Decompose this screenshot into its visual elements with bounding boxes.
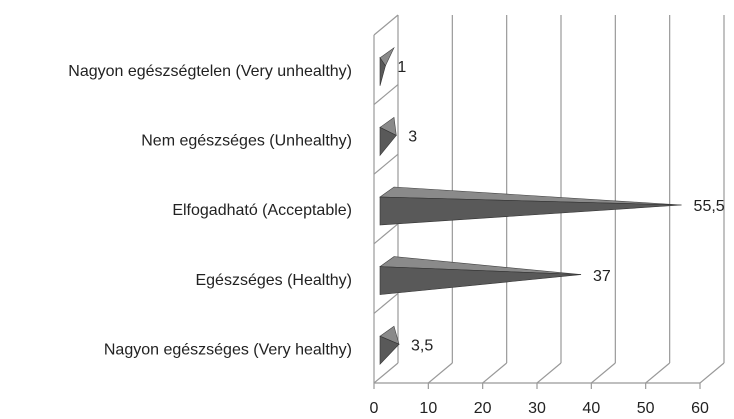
floor-line [699,362,725,384]
bar-front [379,126,397,157]
left-wall [373,14,399,36]
bar-front [379,56,386,86]
floor-line [373,362,399,384]
value-label: 3,5 [411,337,433,354]
value-label: 37 [593,268,611,285]
bar [379,186,682,226]
y-tick-label: Elfogadható (Acceptable) [172,202,352,219]
bar-front [379,335,400,365]
x-tick-label: 0 [370,400,379,417]
floor-line [482,362,508,384]
x-tick-label: 40 [582,400,600,417]
x-tick-label: 30 [528,400,546,417]
floor-line [590,362,616,384]
x-tick-label: 20 [474,400,492,417]
value-label: 3 [408,129,417,146]
value-label: 1 [397,59,406,76]
floor-line [645,362,671,384]
x-tick-label: 60 [691,400,709,417]
x-tick-label: 50 [637,400,655,417]
floor-line [536,362,562,384]
bar [379,46,395,86]
x-tick-label: 10 [419,400,437,417]
y-tick-label: Nem egészséges (Unhealthy) [141,133,352,150]
floor-line [427,362,453,384]
bar [379,116,397,157]
y-tick-label: Nagyon egészséges (Very healthy) [104,341,352,358]
category-separator [373,292,399,314]
category-separator [373,223,399,245]
category-separator [373,84,399,106]
bar [379,256,582,295]
bar-front [379,266,582,295]
category-separator [373,153,399,175]
bar-front [379,196,682,226]
value-label: 55,5 [694,198,725,215]
y-tick-label: Egészséges (Healthy) [195,272,352,289]
y-tick-label: Nagyon egészségtelen (Very unhealthy) [68,63,352,80]
bar [379,325,400,365]
